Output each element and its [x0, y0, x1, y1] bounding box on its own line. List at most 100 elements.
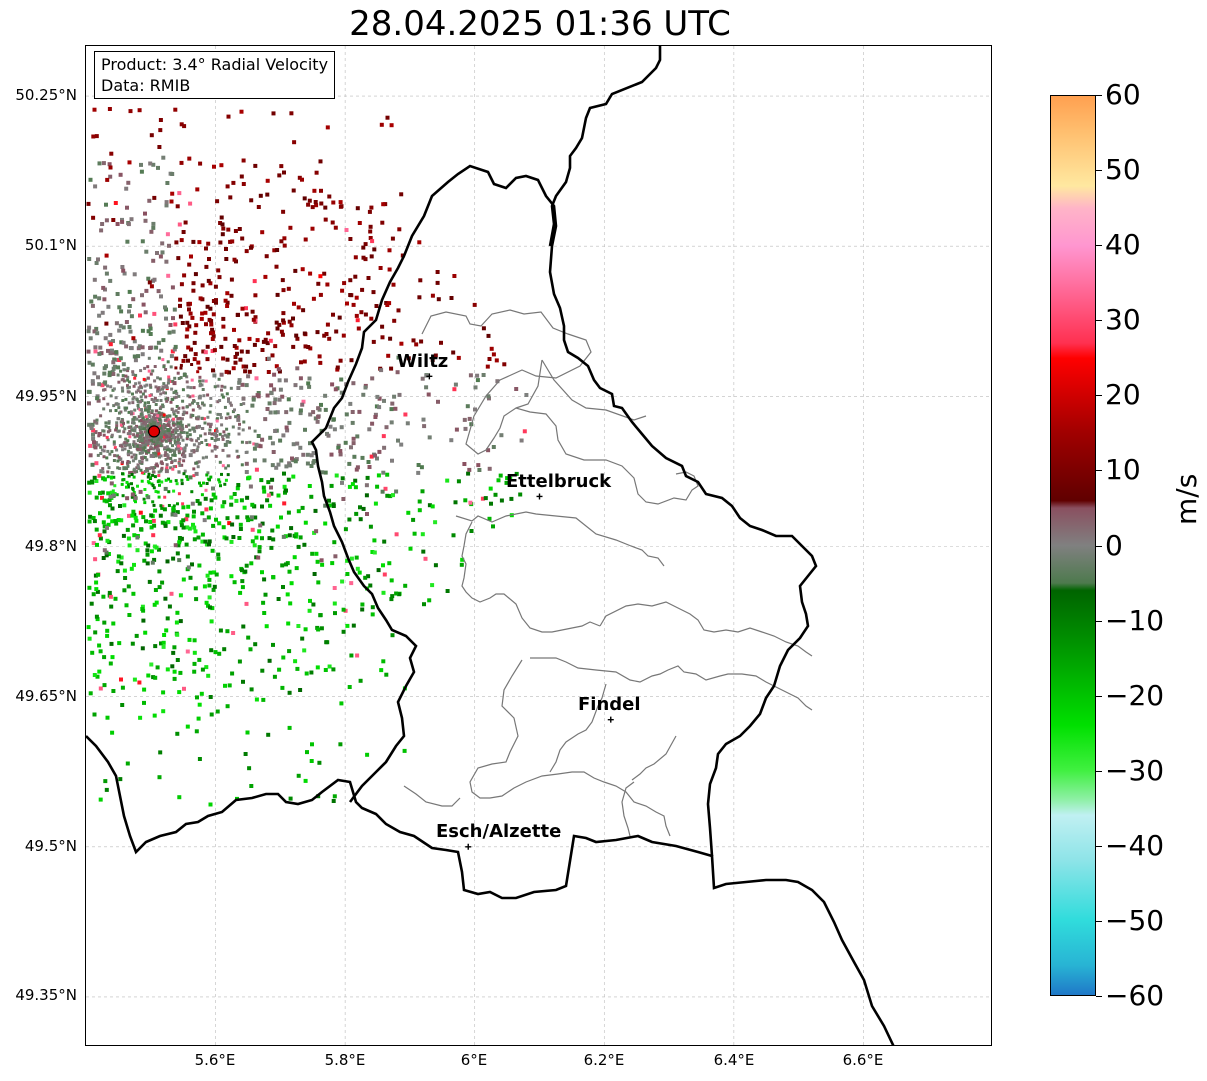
echo-pixel: [144, 519, 148, 524]
echo-pixel: [156, 340, 161, 345]
echo-pixel: [270, 441, 275, 446]
echo-pixel: [95, 589, 100, 594]
echo-pixel: [106, 462, 110, 466]
echo-pixel: [343, 527, 348, 532]
echo-pixel: [182, 430, 186, 434]
echo-pixel: [127, 304, 132, 308]
echo-pixel: [219, 215, 224, 220]
echo-pixel: [128, 380, 131, 384]
colorbar-tick-label: 10: [1105, 453, 1141, 487]
echo-pixel: [138, 459, 142, 463]
echo-pixel: [188, 201, 193, 206]
echo-pixel: [122, 588, 127, 593]
echo-pixel: [176, 417, 180, 421]
echo-pixel: [134, 456, 138, 460]
echo-pixel: [140, 293, 144, 298]
echo-pixel: [267, 401, 272, 406]
echo-pixel: [149, 447, 153, 451]
echo-pixel: [159, 432, 163, 436]
echo-pixel: [209, 475, 213, 479]
echo-pixel: [140, 646, 145, 651]
echo-pixel: [315, 559, 320, 564]
echo-pixel: [142, 420, 146, 424]
echo-pixel: [111, 339, 115, 343]
echo-pixel: [213, 650, 218, 655]
echo-pixel: [231, 366, 236, 371]
echo-pixel: [195, 695, 199, 700]
echo-pixel: [368, 524, 373, 529]
echo-pixel: [126, 222, 131, 227]
echo-pixel: [358, 505, 362, 510]
echo-pixel: [453, 500, 458, 505]
canton-borders: [461, 521, 601, 633]
echo-pixel: [206, 278, 211, 283]
echo-pixel: [103, 445, 107, 449]
echo-pixel: [234, 415, 238, 419]
echo-pixel: [237, 536, 242, 540]
echo-pixel: [273, 429, 278, 433]
echo-pixel: [127, 449, 131, 453]
echo-pixel: [127, 474, 131, 478]
echo-pixel: [126, 432, 130, 436]
echo-pixel: [159, 641, 163, 646]
echo-pixel: [88, 514, 93, 519]
echo-pixel: [384, 425, 389, 430]
echo-pixel: [145, 548, 150, 553]
echo-pixel: [120, 265, 125, 269]
echo-pixel: [361, 255, 366, 260]
echo-pixel: [161, 690, 166, 695]
echo-pixel: [94, 479, 99, 483]
echo-pixel: [131, 297, 136, 302]
echo-pixel: [138, 435, 142, 439]
echo-pixel: [213, 495, 218, 500]
echo-pixel: [281, 433, 286, 438]
echo-pixel: [178, 593, 183, 598]
echo-pixel: [485, 364, 490, 369]
echo-pixel: [208, 570, 213, 575]
echo-pixel: [261, 600, 266, 605]
echo-pixel: [119, 561, 124, 566]
echo-pixel: [121, 362, 126, 367]
echo-pixel: [186, 504, 191, 509]
echo-pixel: [396, 438, 400, 443]
echo-pixel: [149, 513, 154, 518]
echo-pixel: [216, 400, 220, 404]
echo-pixel: [148, 520, 153, 524]
echo-pixel: [369, 205, 374, 210]
echo-pixel: [196, 437, 200, 441]
echo-pixel: [129, 566, 134, 571]
echo-pixel: [294, 457, 299, 462]
echo-pixel: [158, 424, 162, 428]
echo-pixel: [164, 368, 168, 371]
echo-pixel: [294, 532, 299, 537]
echo-pixel: [302, 542, 307, 547]
echo-pixel: [119, 457, 123, 461]
echo-pixel: [163, 305, 167, 310]
echo-pixel: [172, 412, 176, 416]
echo-pixel: [156, 437, 160, 441]
echo-pixel: [94, 134, 99, 139]
echo-pixel: [161, 430, 165, 434]
echo-pixel: [195, 499, 200, 503]
echo-pixel: [191, 401, 194, 405]
echo-pixel: [162, 633, 167, 637]
echo-pixel: [188, 575, 193, 580]
echo-pixel: [524, 393, 529, 397]
echo-pixel: [187, 307, 191, 312]
map-panel[interactable]: [85, 45, 992, 1046]
echo-pixel: [108, 594, 113, 599]
echo-pixel: [198, 375, 202, 379]
echo-pixel: [475, 373, 480, 378]
echo-pixel: [153, 644, 158, 649]
echo-pixel: [152, 311, 157, 316]
echo-pixel: [122, 430, 126, 434]
echo-pixel: [351, 436, 356, 441]
echo-pixel: [219, 484, 222, 488]
echo-pixel: [173, 543, 178, 548]
echo-pixel: [337, 315, 342, 320]
echo-pixel: [333, 611, 337, 616]
echo-pixel: [229, 403, 233, 407]
echo-pixel: [126, 375, 130, 379]
echo-pixel: [171, 467, 175, 471]
echo-pixel: [169, 466, 173, 470]
